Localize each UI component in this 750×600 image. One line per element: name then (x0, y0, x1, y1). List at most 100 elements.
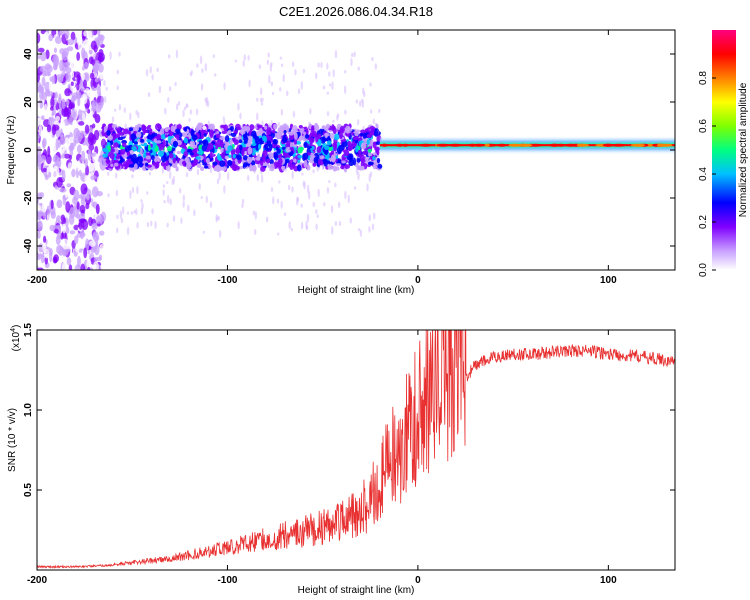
heatmap-noise-cell (59, 59, 64, 72)
heatmap-band-cell (109, 152, 115, 159)
heatmap-noise-cell (47, 146, 51, 158)
heatmap-noise-cell (76, 73, 81, 86)
heatmap-band-cell (348, 159, 355, 167)
heatmap-halo-cell (260, 174, 264, 183)
heatmap-halo-cell (303, 181, 306, 190)
heatmap-halo-cell (146, 191, 149, 195)
heatmap-band-cell (354, 132, 359, 137)
heatmap-halo-cell (355, 99, 358, 104)
heatmap-noise-cell (50, 96, 55, 109)
heatmap-halo-cell (361, 100, 365, 108)
heatmap-band-cell (209, 151, 213, 159)
heatmap-halo-cell (204, 62, 207, 72)
heatmap-noise-cell (76, 38, 82, 46)
heatmap-noise-cell (81, 218, 89, 231)
heatmap-noise-cell (71, 168, 76, 178)
heatmap-band-cell (239, 166, 243, 170)
heatmap-halo-cell (301, 172, 304, 176)
heatmap-band-cell (315, 134, 319, 143)
heatmap-band-cell (165, 164, 171, 172)
heatmap-noise-cell (55, 115, 61, 122)
heatmap-band-cell (375, 123, 379, 130)
heatmap-halo-cell (256, 173, 259, 182)
heatmap-band-cell (265, 135, 272, 141)
heatmap-band-cell (376, 149, 380, 156)
heatmap-band-cell (165, 160, 169, 167)
snr-x-ticks: -200 -100 0 100 (27, 330, 617, 586)
colorbar-tick-label: 0.6 (698, 119, 709, 133)
heatmap-band-cell (137, 138, 141, 143)
heatmap-band-cell (317, 138, 322, 147)
heatmap-halo-cell (373, 212, 376, 220)
heatmap-noise-cell (44, 103, 48, 113)
heatmap-noise-cell (56, 157, 62, 169)
heatmap-halo-cell (357, 171, 360, 181)
heatmap-halo-cell (279, 56, 283, 60)
heatmap-band-cell (123, 128, 129, 135)
heatmap-band-cell (232, 153, 236, 159)
heatmap-noise-cell (75, 94, 81, 99)
heatmap-band-cell (164, 127, 169, 133)
heatmap-band-cell (227, 145, 233, 152)
heatmap-noise-cell (61, 98, 66, 110)
x-tick-label: -100 (217, 575, 237, 586)
heatmap-band-cell (183, 142, 187, 148)
heatmap-band-cell (117, 137, 124, 141)
heatmap-band-cell (368, 161, 374, 166)
heatmap-halo-cell (116, 85, 119, 91)
heatmap-band-cell (197, 151, 203, 155)
heatmap-halo-cell (239, 112, 242, 120)
heatmap-halo-cell (343, 70, 347, 74)
heatmap-noise-cell (63, 107, 70, 117)
y-tick-label: -40 (23, 238, 34, 253)
heatmap-noise-cell (97, 56, 105, 62)
heatmap-halo-cell (196, 168, 200, 176)
heatmap-halo-cell (115, 189, 119, 197)
snr-y-ticks: 0.5 1.0 1.5 (23, 323, 675, 497)
heatmap-band-cell (338, 131, 343, 140)
heatmap-noise-cell (88, 132, 94, 143)
heatmap-band-cell (355, 145, 359, 153)
heatmap-halo-cell (162, 189, 165, 196)
heatmap-halo-cell (226, 172, 230, 181)
heatmap-halo-cell (241, 198, 245, 204)
heatmap-halo-cell (243, 54, 246, 61)
heatmap-band-cell (125, 161, 130, 167)
heatmap-halo-cell (205, 195, 208, 204)
heatmap-halo-cell (276, 198, 280, 204)
heatmap-halo-cell (111, 116, 115, 123)
heatmap-noise-cell (80, 93, 88, 105)
heatmap-noise-cell (42, 235, 47, 244)
heatmap-noise-cell (70, 81, 74, 86)
heatmap-noise-cell (41, 76, 46, 86)
heatmap-band-cell (281, 136, 288, 144)
heatmap-noise-cell (48, 116, 52, 127)
heatmap-noise-cell (66, 183, 72, 188)
heatmap-band-cell (260, 160, 264, 166)
heatmap-band-cell (132, 145, 137, 152)
heatmap-halo-cell (374, 63, 378, 70)
heatmap-halo-cell (353, 51, 356, 58)
heatmap-halo-cell (330, 205, 334, 214)
heatmap-band-cell (106, 129, 111, 136)
heatmap-noise-cell (51, 124, 57, 136)
heatmap-halo-cell (154, 220, 157, 230)
heatmap-halo-cell (265, 216, 269, 223)
heatmap-halo-cell (114, 108, 117, 112)
heatmap-halo-cell (119, 210, 123, 220)
heatmap-halo-cell (237, 102, 240, 111)
heatmap-noise-cell (87, 119, 94, 124)
heatmap-halo-cell (378, 108, 381, 113)
y-tick-label: -20 (23, 190, 34, 205)
heatmap-band-cell (323, 158, 329, 167)
heatmap-halo-cell (280, 63, 284, 68)
heatmap-halo-cell (314, 72, 318, 80)
heatmap-halo-cell (328, 83, 332, 87)
heatmap-halo-cell (326, 186, 330, 194)
heatmap-band-cell (215, 133, 221, 139)
heatmap-halo-cell (350, 57, 353, 67)
heatmap-halo-cell (241, 202, 244, 209)
heatmap-noise-cell (37, 220, 42, 228)
